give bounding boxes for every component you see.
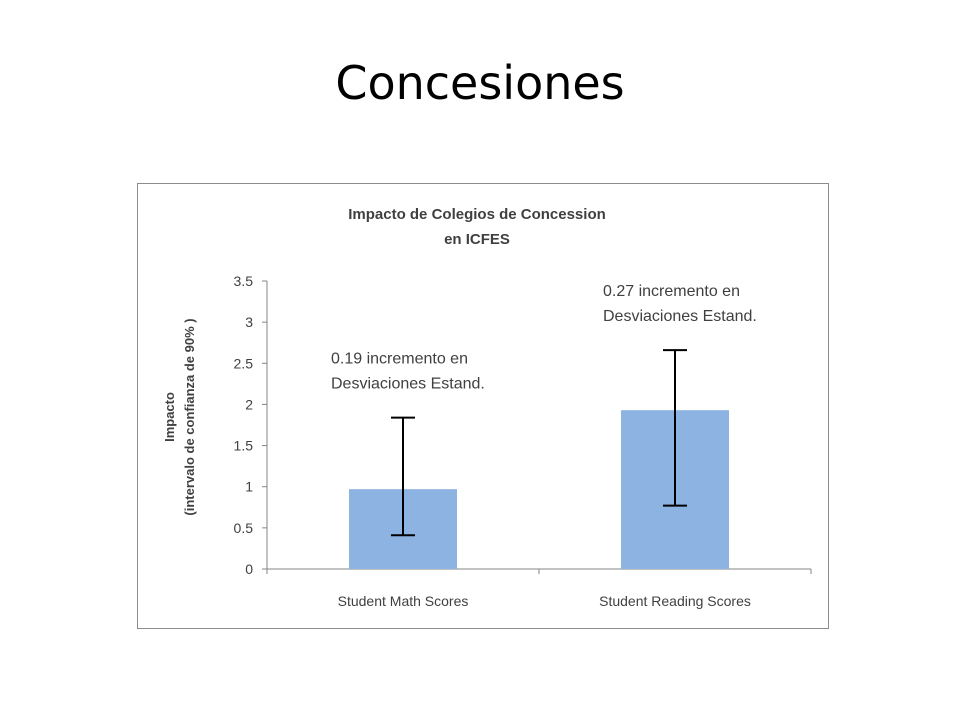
y-tick-label: 0	[245, 561, 253, 577]
y-tick-label: 2.5	[234, 355, 254, 371]
chart-frame: Impacto de Colegios de Concession en ICF…	[137, 183, 829, 629]
chart-title-line-1: Impacto de Colegios de Concession	[348, 206, 606, 223]
annotations: 0.19 incremento en Desviaciones Estand. 0.…	[331, 283, 757, 392]
x-category-label-2: Student Reading Scores	[599, 593, 751, 609]
annotation-2-line-2: Desviaciones Estand.	[603, 308, 757, 325]
y-axis-title-group: Impacto (intervalo de confianza de 90% )	[162, 318, 197, 515]
y-tick-label: 2	[245, 396, 253, 412]
slide-title: Concesiones	[335, 56, 625, 110]
y-tick-label: 1	[245, 479, 253, 495]
y-axis-title-line-2: (intervalo de confianza de 90% )	[182, 318, 197, 515]
y-tick-label: 0.5	[234, 520, 254, 536]
bars	[349, 410, 729, 569]
chart-title-group: Impacto de Colegios de Concession en ICF…	[348, 206, 606, 248]
annotation-2-line-1: 0.27 incremento en	[603, 283, 740, 300]
axis-labels: 0 0.5 1 1.5 2 2.5 3 3.5 Student Math Scores Stude…	[234, 273, 751, 609]
error-bars	[391, 349, 687, 537]
annotation-1-line-2: Desviaciones Estand.	[331, 376, 485, 393]
y-tick-label: 3	[245, 314, 253, 330]
y-axis-title-line-1: Impacto	[162, 392, 177, 442]
y-tick-label: 1.5	[234, 438, 254, 454]
annotation-1-line-1: 0.19 incremento en	[331, 351, 468, 368]
bar-chart: Impacto de Colegios de Concession en ICF…	[162, 206, 812, 609]
x-category-label-1: Student Math Scores	[338, 593, 469, 609]
y-tick-label: 3.5	[234, 273, 254, 289]
chart-title-line-2: en ICFES	[444, 231, 510, 248]
